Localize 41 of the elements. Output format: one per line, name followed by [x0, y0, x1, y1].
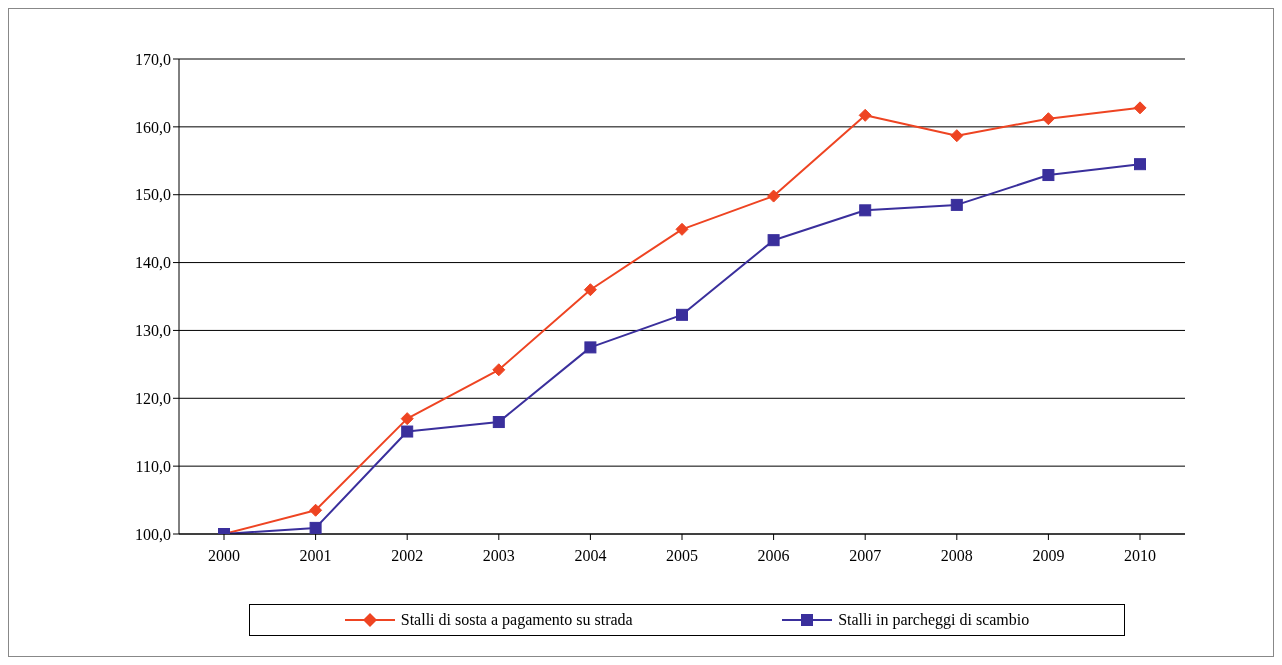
point	[583, 283, 597, 297]
point	[676, 308, 688, 321]
x-tick-label: 2005	[666, 547, 698, 565]
y-tick-label: 140,0	[135, 254, 171, 272]
point	[584, 341, 597, 354]
point	[492, 416, 505, 429]
x-tick-label: 2007	[849, 547, 882, 565]
point	[1042, 169, 1055, 182]
x-tick-label: 2010	[1124, 547, 1156, 565]
point	[1133, 101, 1147, 115]
point	[1134, 158, 1146, 171]
x-tick-label: 2009	[1032, 547, 1065, 565]
legend-label: Stalli in parcheggi di scambio	[838, 611, 1030, 629]
x-tick-label: 2006	[757, 547, 790, 565]
x-tick-label: 2000	[208, 547, 240, 565]
point	[950, 198, 963, 211]
point	[400, 412, 414, 426]
x-tick-label: 2008	[940, 547, 973, 565]
y-tick-label: 160,0	[135, 118, 171, 136]
point	[859, 204, 872, 217]
x-tick-label: 2003	[482, 547, 515, 565]
point	[401, 425, 414, 438]
point	[675, 222, 689, 236]
y-tick-label: 170,0	[135, 50, 171, 68]
point	[309, 521, 322, 534]
y-tick-label: 120,0	[135, 389, 171, 407]
y-tick-label: 130,0	[135, 322, 171, 340]
legend-label: Stalli di sosta a pagamento su strada	[400, 611, 633, 629]
x-tick-label: 2004	[574, 547, 607, 565]
point	[492, 363, 506, 377]
point	[309, 503, 323, 517]
y-tick-label: 150,0	[135, 186, 171, 204]
point	[950, 129, 964, 143]
x-tick-label: 2002	[391, 547, 424, 565]
point	[1041, 112, 1055, 126]
point	[767, 234, 780, 247]
point	[767, 189, 781, 203]
y-tick-label: 110,0	[135, 457, 171, 475]
x-tick-label: 2001	[299, 547, 332, 565]
point	[858, 108, 872, 122]
y-tick-label: 100,0	[135, 525, 171, 543]
